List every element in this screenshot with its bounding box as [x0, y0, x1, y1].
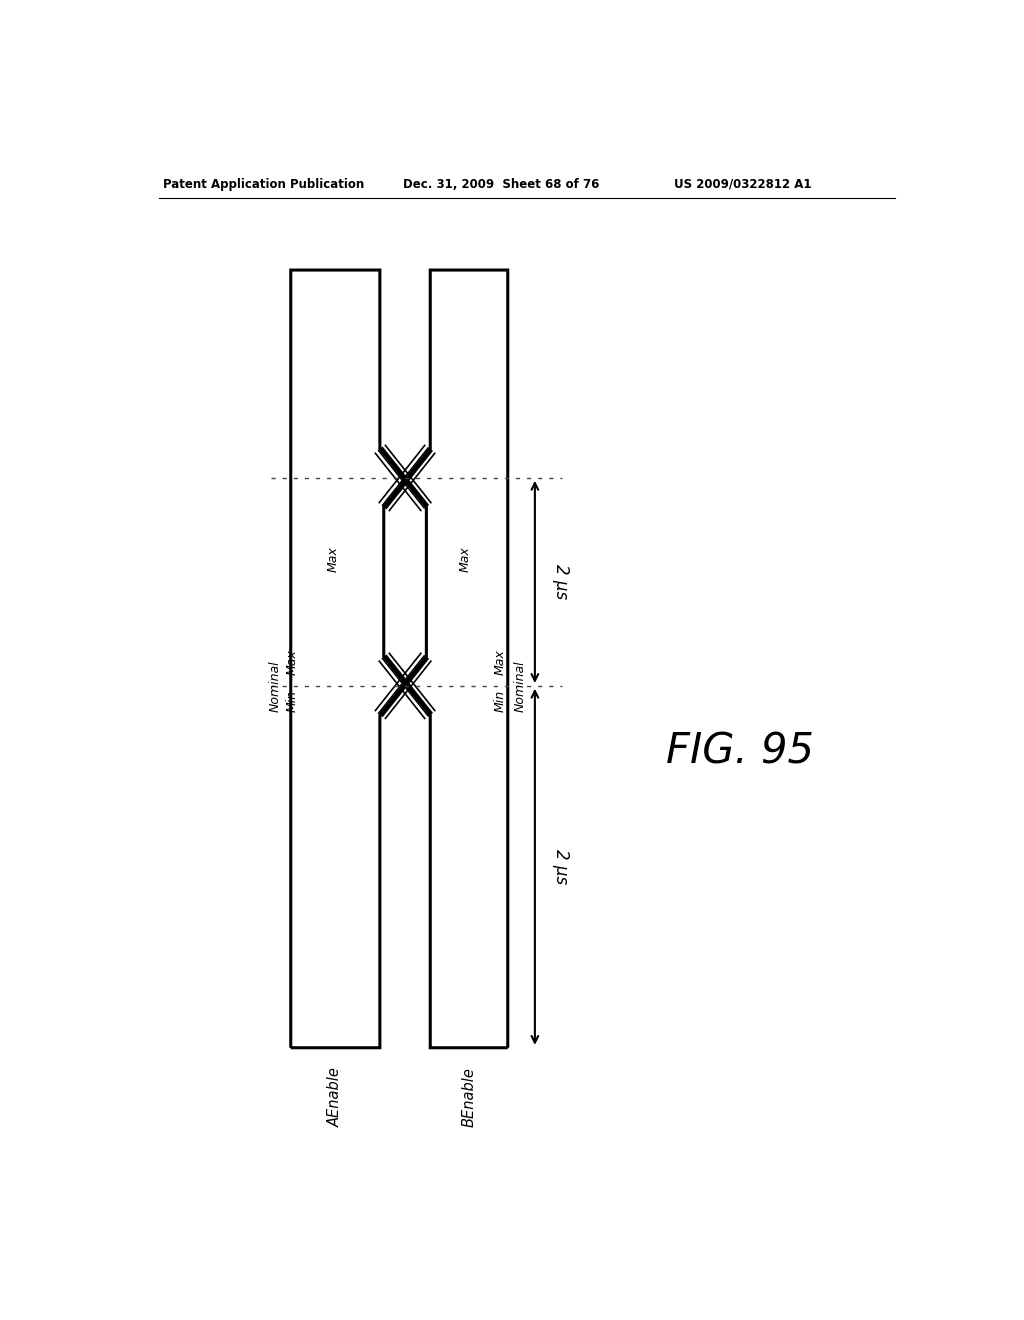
- Text: Max: Max: [327, 546, 340, 572]
- Text: 2 μs: 2 μs: [552, 849, 570, 884]
- Text: AEnable: AEnable: [328, 1067, 343, 1127]
- Text: FIG. 95: FIG. 95: [667, 730, 814, 772]
- Text: Patent Application Publication: Patent Application Publication: [163, 178, 365, 190]
- Text: Nominal: Nominal: [268, 660, 282, 711]
- Text: 2 μs: 2 μs: [552, 565, 570, 599]
- Text: Min: Min: [494, 689, 507, 711]
- Text: US 2009/0322812 A1: US 2009/0322812 A1: [675, 178, 812, 190]
- Text: BEnable: BEnable: [462, 1067, 476, 1127]
- Text: Nominal: Nominal: [513, 660, 526, 711]
- Text: Dec. 31, 2009  Sheet 68 of 76: Dec. 31, 2009 Sheet 68 of 76: [403, 178, 599, 190]
- Text: Max: Max: [494, 649, 507, 676]
- Text: Max: Max: [286, 649, 299, 676]
- Text: Max: Max: [459, 546, 472, 572]
- Text: Min: Min: [286, 689, 299, 711]
